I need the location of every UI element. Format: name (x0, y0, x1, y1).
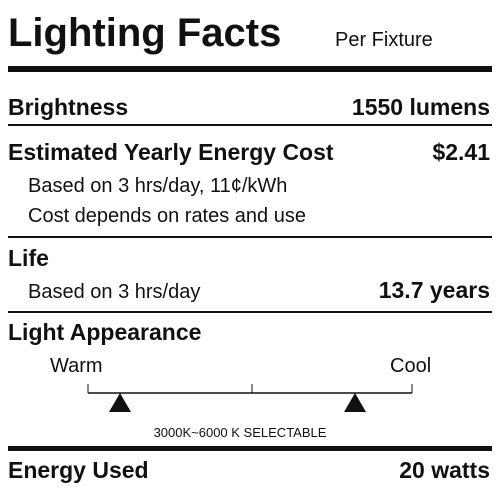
brightness-value: 1550 lumens (352, 94, 490, 120)
appearance-caption: 3000K~6000 K SELECTABLE (154, 425, 327, 440)
life-label: Life (8, 245, 49, 271)
cool-label: Cool (390, 355, 431, 377)
cost-label: Estimated Yearly Energy Cost (8, 139, 334, 165)
cost-note: Based on 3 hrs/day, 11¢/kWh (28, 175, 287, 197)
pointer (344, 393, 366, 412)
warm-label: Warm (50, 355, 103, 377)
title: Lighting Facts (8, 11, 281, 55)
subtitle: Per Fixture (335, 29, 433, 51)
life-value: 13.7 years (379, 277, 490, 303)
appearance-label: Light Appearance (8, 319, 201, 345)
pointer (109, 393, 131, 412)
thick-rule (8, 66, 492, 72)
rule (8, 311, 492, 313)
cost-note: Cost depends on rates and use (28, 205, 306, 227)
thick-rule (8, 446, 492, 451)
rule (8, 124, 492, 126)
cost-value: $2.41 (432, 139, 490, 165)
brightness-label: Brightness (8, 94, 128, 120)
energy-used-label: Energy Used (8, 457, 149, 483)
life-note: Based on 3 hrs/day (28, 281, 200, 303)
energy-used-value: 20 watts (399, 457, 490, 483)
rule (8, 236, 492, 238)
